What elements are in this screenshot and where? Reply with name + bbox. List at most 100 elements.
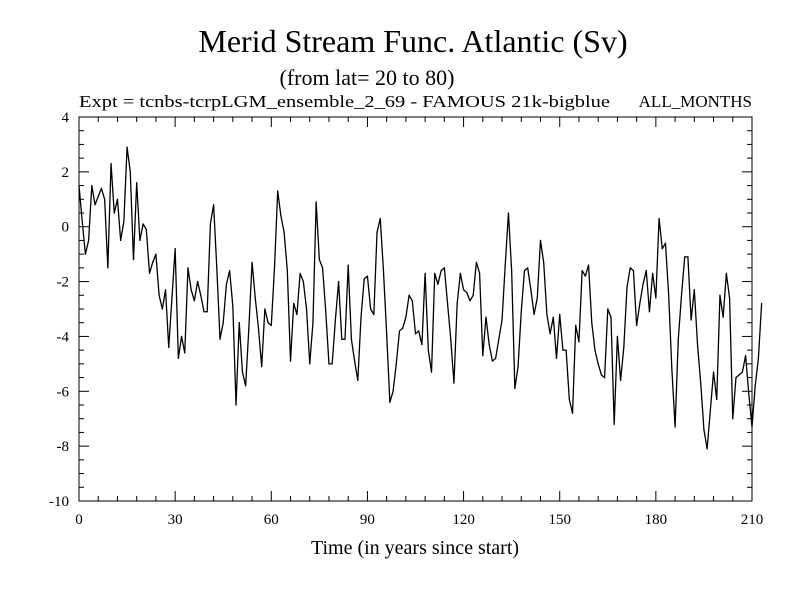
data-point (543, 261, 545, 263)
data-point (158, 294, 160, 296)
data-point (81, 220, 83, 222)
data-point (446, 302, 449, 305)
y-tick-label: -6 (57, 384, 70, 400)
data-point (578, 341, 580, 343)
data-point (620, 379, 622, 381)
data-point (283, 231, 285, 233)
data-point (113, 212, 115, 214)
data-point (530, 289, 532, 291)
data-point (232, 305, 234, 307)
x-tick-label: 150 (548, 512, 571, 528)
data-point (700, 382, 702, 384)
data-point (293, 302, 295, 305)
data-point (248, 327, 250, 329)
data-point (575, 324, 577, 327)
data-point (539, 239, 542, 242)
data-point (123, 220, 125, 222)
data-point (757, 357, 760, 359)
data-point (184, 352, 186, 354)
data-point (337, 280, 340, 283)
data-point (251, 261, 253, 263)
data-point (229, 270, 231, 272)
data-point (360, 316, 362, 318)
data-point (559, 313, 561, 316)
data-point (517, 366, 519, 368)
data-point (100, 187, 103, 189)
data-point (466, 291, 468, 294)
data-point (571, 412, 574, 414)
data-point (485, 316, 487, 318)
data-point (168, 346, 170, 348)
data-point (462, 289, 465, 291)
data-point (164, 289, 167, 291)
data-point (309, 363, 311, 365)
data-point (645, 270, 647, 272)
data-point (174, 248, 176, 250)
y-tick-label: -4 (57, 329, 70, 345)
data-point (209, 223, 211, 225)
data-point (104, 198, 106, 200)
data-point (741, 371, 743, 373)
x-tick-label: 30 (168, 512, 183, 528)
data-point (527, 267, 529, 269)
series-group (78, 146, 763, 450)
data-point (501, 319, 503, 321)
data-point (712, 371, 715, 373)
data-point (597, 363, 599, 365)
data-point (514, 387, 516, 390)
data-point (402, 327, 404, 329)
data-point (687, 256, 689, 258)
data-point (321, 267, 324, 269)
data-point (161, 308, 163, 310)
data-point (386, 333, 388, 335)
data-point (725, 272, 727, 274)
data-point (405, 316, 407, 318)
data-point (129, 171, 131, 173)
data-point (305, 308, 308, 310)
x-tick-label: 60 (264, 512, 279, 528)
y-tick-label: -10 (49, 494, 69, 510)
data-point (354, 360, 356, 362)
data-point (639, 302, 641, 305)
data-point (245, 385, 247, 387)
data-point (318, 259, 320, 261)
data-point (696, 344, 699, 346)
data-point (145, 228, 147, 231)
data-point (241, 371, 244, 373)
data-point (126, 146, 128, 148)
data-point (148, 272, 151, 274)
data-point (110, 163, 112, 165)
data-point (562, 349, 564, 351)
data-point (600, 374, 602, 376)
chart-subtitle: (from lat= 20 to 80) (280, 65, 455, 90)
data-point (418, 330, 420, 332)
data-point (299, 272, 301, 274)
data-point (196, 280, 199, 283)
data-point (478, 272, 481, 274)
data-point (613, 423, 615, 425)
data-point (398, 330, 401, 332)
data-point (392, 390, 394, 392)
data-point (222, 322, 224, 324)
data-point (520, 311, 522, 313)
data-point (366, 275, 369, 277)
x-axis-ticks: 0 30 60 90 120 150 180 210 (75, 117, 763, 528)
data-point (607, 308, 609, 310)
data-point (440, 270, 442, 272)
data-point (732, 418, 734, 420)
data-point (382, 270, 385, 272)
data-point (187, 267, 189, 269)
data-point (594, 349, 596, 351)
data-point (254, 297, 256, 299)
months-label: ALL_MONTHS (639, 92, 752, 111)
data-point (552, 316, 554, 318)
data-point (238, 322, 240, 324)
data-point (376, 231, 378, 233)
data-point (748, 393, 750, 395)
data-point (642, 283, 644, 285)
data-point (655, 297, 657, 299)
data-point (193, 300, 195, 302)
data-point (533, 313, 535, 316)
data-point (587, 264, 590, 266)
data-point (257, 327, 260, 329)
